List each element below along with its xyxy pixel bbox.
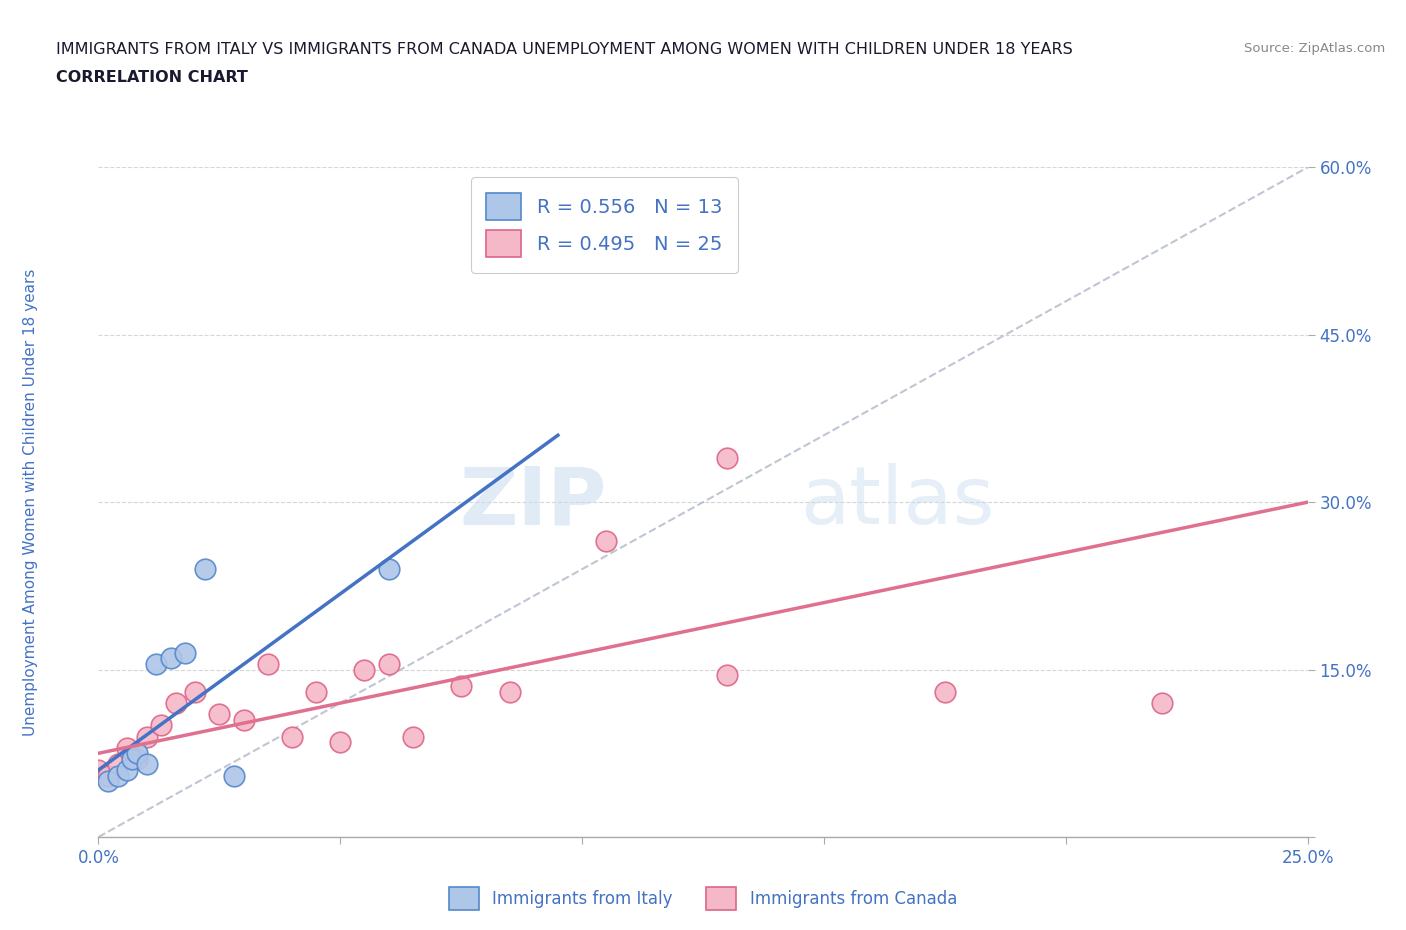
- Point: [934, 684, 956, 699]
- Point: [121, 751, 143, 766]
- Point: [127, 746, 149, 761]
- Legend: R = 0.556   N = 13, R = 0.495   N = 25: R = 0.556 N = 13, R = 0.495 N = 25: [471, 177, 738, 273]
- Point: [498, 684, 520, 699]
- Point: [97, 768, 120, 783]
- Point: [184, 684, 207, 699]
- Point: [135, 729, 157, 744]
- Point: [160, 651, 183, 666]
- Point: [208, 707, 231, 722]
- Point: [716, 450, 738, 465]
- Point: [256, 657, 278, 671]
- Point: [194, 562, 217, 577]
- Point: [329, 735, 352, 750]
- Point: [150, 718, 173, 733]
- Point: [232, 712, 254, 727]
- Point: [402, 729, 425, 744]
- Text: CORRELATION CHART: CORRELATION CHART: [56, 70, 247, 85]
- Point: [281, 729, 304, 744]
- Point: [127, 751, 149, 766]
- Point: [165, 696, 187, 711]
- Point: [174, 645, 197, 660]
- Point: [498, 193, 520, 208]
- Point: [87, 763, 110, 777]
- Point: [107, 768, 129, 783]
- Point: [145, 657, 167, 671]
- Point: [1152, 696, 1174, 711]
- Point: [135, 757, 157, 772]
- Point: [595, 534, 617, 549]
- Point: [117, 763, 139, 777]
- Text: atlas: atlas: [800, 463, 994, 541]
- Text: ZIP: ZIP: [458, 463, 606, 541]
- Text: IMMIGRANTS FROM ITALY VS IMMIGRANTS FROM CANADA UNEMPLOYMENT AMONG WOMEN WITH CH: IMMIGRANTS FROM ITALY VS IMMIGRANTS FROM…: [56, 42, 1073, 57]
- Point: [450, 679, 472, 694]
- Point: [117, 740, 139, 755]
- Text: Unemployment Among Women with Children Under 18 years: Unemployment Among Women with Children U…: [24, 269, 38, 736]
- Point: [107, 757, 129, 772]
- Point: [97, 774, 120, 789]
- Point: [377, 657, 399, 671]
- Point: [305, 684, 328, 699]
- Text: Source: ZipAtlas.com: Source: ZipAtlas.com: [1244, 42, 1385, 55]
- Point: [377, 562, 399, 577]
- Point: [222, 768, 245, 783]
- Legend: Immigrants from Italy, Immigrants from Canada: Immigrants from Italy, Immigrants from C…: [443, 880, 963, 917]
- Point: [716, 668, 738, 683]
- Point: [353, 662, 375, 677]
